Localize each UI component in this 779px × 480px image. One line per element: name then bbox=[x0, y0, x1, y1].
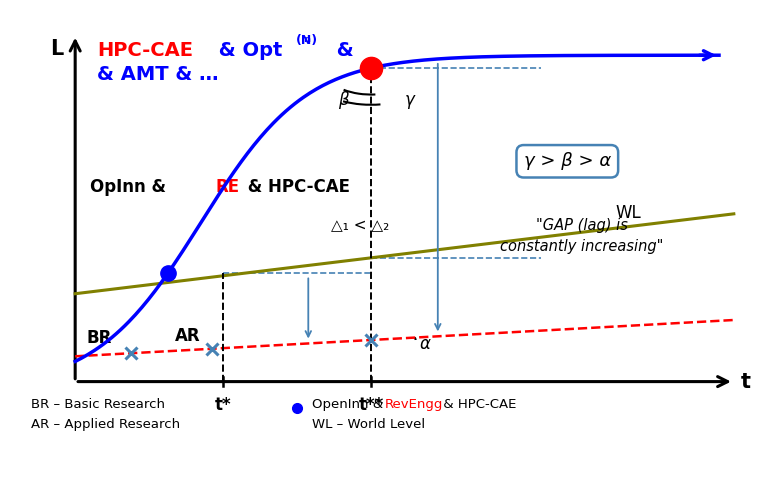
Text: RevEngg: RevEngg bbox=[385, 398, 443, 411]
Text: OpInn &: OpInn & bbox=[90, 178, 171, 196]
Text: t: t bbox=[741, 372, 751, 392]
Text: t*: t* bbox=[215, 396, 231, 414]
Text: △₁ < △₂: △₁ < △₂ bbox=[331, 219, 390, 234]
Text: &: & bbox=[330, 41, 354, 60]
Text: t**: t** bbox=[358, 396, 384, 414]
Text: ⁿ: ⁿ bbox=[303, 35, 310, 50]
Text: BR: BR bbox=[86, 329, 111, 348]
Text: & Opt: & Opt bbox=[212, 41, 283, 60]
Text: AR – Applied Research: AR – Applied Research bbox=[30, 419, 180, 432]
Text: γ: γ bbox=[404, 91, 414, 109]
Text: BR – Basic Research: BR – Basic Research bbox=[30, 398, 165, 411]
Text: γ > β > α: γ > β > α bbox=[523, 152, 611, 170]
Text: L: L bbox=[50, 39, 63, 59]
Text: AR: AR bbox=[175, 326, 201, 345]
Text: & HPC-CAE: & HPC-CAE bbox=[241, 178, 350, 196]
Text: HPC-CAE: HPC-CAE bbox=[97, 41, 193, 60]
Text: OpenInn &: OpenInn & bbox=[312, 398, 387, 411]
Text: "GAP (lag) is
constantly increasing": "GAP (lag) is constantly increasing" bbox=[500, 218, 664, 254]
Text: RE: RE bbox=[216, 178, 240, 196]
Text: (N): (N) bbox=[296, 34, 318, 47]
Text: WL – World Level: WL – World Level bbox=[312, 419, 425, 432]
Text: & AMT & …: & AMT & … bbox=[97, 65, 219, 84]
Text: WL: WL bbox=[615, 204, 641, 222]
Text: β: β bbox=[338, 91, 348, 109]
Text: α: α bbox=[419, 335, 430, 353]
Text: & HPC-CAE: & HPC-CAE bbox=[439, 398, 516, 411]
